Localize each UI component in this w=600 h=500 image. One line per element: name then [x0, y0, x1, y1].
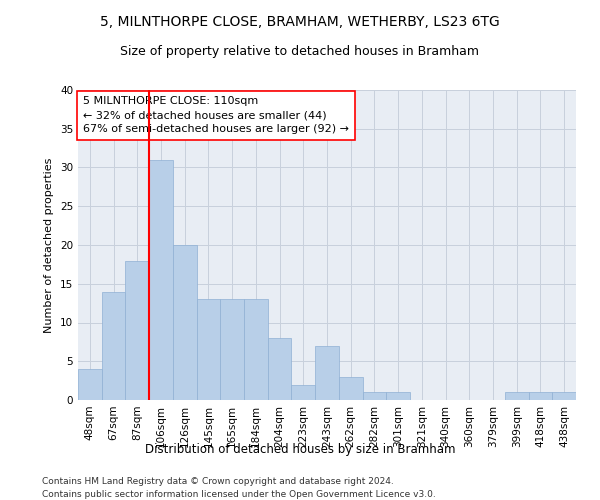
Text: Size of property relative to detached houses in Bramham: Size of property relative to detached ho…	[121, 45, 479, 58]
Y-axis label: Number of detached properties: Number of detached properties	[44, 158, 55, 332]
Bar	[102, 292, 125, 400]
Bar	[362, 392, 386, 400]
Text: Contains HM Land Registry data © Crown copyright and database right 2024.: Contains HM Land Registry data © Crown c…	[42, 478, 394, 486]
Bar	[125, 260, 149, 400]
Bar	[292, 384, 315, 400]
Bar	[552, 392, 576, 400]
Text: 5 MILNTHORPE CLOSE: 110sqm
← 32% of detached houses are smaller (44)
67% of semi: 5 MILNTHORPE CLOSE: 110sqm ← 32% of deta…	[83, 96, 349, 134]
Bar	[173, 245, 197, 400]
Bar	[529, 392, 552, 400]
Bar	[315, 346, 339, 400]
Bar	[244, 299, 268, 400]
Bar	[78, 369, 102, 400]
Text: 5, MILNTHORPE CLOSE, BRAMHAM, WETHERBY, LS23 6TG: 5, MILNTHORPE CLOSE, BRAMHAM, WETHERBY, …	[100, 15, 500, 29]
Bar	[339, 377, 362, 400]
Bar	[386, 392, 410, 400]
Bar	[268, 338, 292, 400]
Bar	[505, 392, 529, 400]
Bar	[149, 160, 173, 400]
Text: Distribution of detached houses by size in Bramham: Distribution of detached houses by size …	[145, 442, 455, 456]
Bar	[220, 299, 244, 400]
Bar	[197, 299, 220, 400]
Text: Contains public sector information licensed under the Open Government Licence v3: Contains public sector information licen…	[42, 490, 436, 499]
